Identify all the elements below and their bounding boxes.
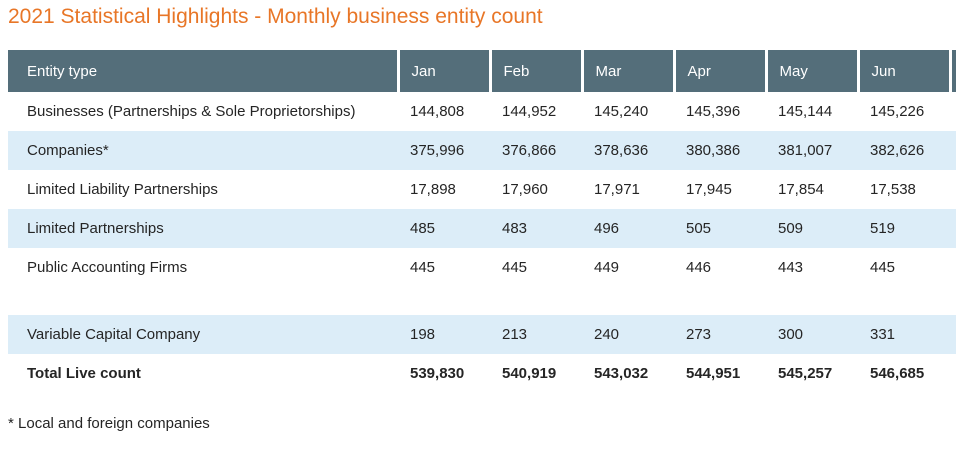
page: 2021 Statistical Highlights - Monthly bu… — [8, 5, 956, 432]
cell-mar: 378,636 — [582, 131, 674, 170]
column-header-jan: Jan — [396, 50, 490, 92]
cell-end-spacer — [950, 92, 956, 131]
table-header: Entity type Jan Feb Mar Apr May Jun — [8, 50, 956, 92]
column-header-mar: Mar — [580, 50, 674, 92]
cell-mar: 496 — [582, 209, 674, 248]
cell-mar: 543,032 — [582, 354, 674, 393]
row-label: Businesses (Partnerships & Sole Propriet… — [8, 92, 398, 131]
row-label: Limited Liability Partnerships — [8, 170, 398, 209]
table-row-total-live-count: Total Live count 539,830 540,919 543,032… — [8, 354, 956, 393]
cell-jan: 198 — [398, 315, 490, 354]
cell-apr: 380,386 — [674, 131, 766, 170]
column-header-apr: Apr — [672, 50, 766, 92]
cell-jan: 445 — [398, 248, 490, 287]
cell-feb: 483 — [490, 209, 582, 248]
cell-may: 145,144 — [766, 92, 858, 131]
page-title: 2021 Statistical Highlights - Monthly bu… — [8, 5, 543, 28]
row-label: Limited Partnerships — [8, 209, 398, 248]
row-label: Public Accounting Firms — [8, 248, 398, 287]
table-header-row: Entity type Jan Feb Mar Apr May Jun — [8, 50, 956, 92]
cell-mar: 145,240 — [582, 92, 674, 131]
table-row-variable-capital-company: Variable Capital Company 198 213 240 273… — [8, 315, 956, 354]
row-label — [8, 287, 398, 315]
cell-end-spacer — [950, 354, 956, 393]
cell-may: 545,257 — [766, 354, 858, 393]
cell-apr: 17,945 — [674, 170, 766, 209]
cell-jun: 445 — [858, 248, 950, 287]
cell-jan: 144,808 — [398, 92, 490, 131]
cell-may: 300 — [766, 315, 858, 354]
cell-feb: 17,960 — [490, 170, 582, 209]
cell-jun: 145,226 — [858, 92, 950, 131]
cell-jun: 546,685 — [858, 354, 950, 393]
table-row-businesses: Businesses (Partnerships & Sole Propriet… — [8, 92, 956, 131]
cell-jan: 485 — [398, 209, 490, 248]
table-body: Businesses (Partnerships & Sole Propriet… — [8, 92, 956, 393]
cell-apr: 273 — [674, 315, 766, 354]
table-row-limited-liability-partnerships: Limited Liability Partnerships 17,898 17… — [8, 170, 956, 209]
table-row-companies: Companies* 375,996 376,866 378,636 380,3… — [8, 131, 956, 170]
cell-jun: 17,538 — [858, 170, 950, 209]
cell-apr — [674, 287, 766, 315]
column-header-may: May — [764, 50, 858, 92]
footnote: * Local and foreign companies — [8, 415, 210, 432]
cell-end-spacer — [950, 131, 956, 170]
table-row-limited-partnerships: Limited Partnerships 485 483 496 505 509… — [8, 209, 956, 248]
row-label: Total Live count — [8, 354, 398, 393]
cell-end-spacer — [950, 209, 956, 248]
row-label: Variable Capital Company — [8, 315, 398, 354]
cell-end-spacer — [950, 248, 956, 287]
cell-feb — [490, 287, 582, 315]
cell-jun: 331 — [858, 315, 950, 354]
cell-apr: 505 — [674, 209, 766, 248]
cell-jan: 375,996 — [398, 131, 490, 170]
row-label: Companies* — [8, 131, 398, 170]
cell-mar: 240 — [582, 315, 674, 354]
cell-jun: 519 — [858, 209, 950, 248]
column-header-end-spacer — [948, 50, 956, 92]
cell-may: 381,007 — [766, 131, 858, 170]
cell-jun — [858, 287, 950, 315]
cell-end-spacer — [950, 287, 956, 315]
cell-mar: 17,971 — [582, 170, 674, 209]
cell-feb: 144,952 — [490, 92, 582, 131]
cell-jan — [398, 287, 490, 315]
cell-feb: 213 — [490, 315, 582, 354]
cell-feb: 445 — [490, 248, 582, 287]
cell-apr: 544,951 — [674, 354, 766, 393]
cell-apr: 145,396 — [674, 92, 766, 131]
cell-jun: 382,626 — [858, 131, 950, 170]
column-header-jun: Jun — [856, 50, 950, 92]
cell-may: 17,854 — [766, 170, 858, 209]
table-row-spacer — [8, 287, 956, 315]
cell-feb: 376,866 — [490, 131, 582, 170]
cell-mar — [582, 287, 674, 315]
table-row-public-accounting-firms: Public Accounting Firms 445 445 449 446 … — [8, 248, 956, 287]
cell-end-spacer — [950, 170, 956, 209]
column-header-feb: Feb — [488, 50, 582, 92]
cell-end-spacer — [950, 315, 956, 354]
cell-apr: 446 — [674, 248, 766, 287]
entity-count-table: Entity type Jan Feb Mar Apr May Jun Busi… — [8, 50, 956, 393]
cell-may: 509 — [766, 209, 858, 248]
cell-feb: 540,919 — [490, 354, 582, 393]
column-header-entity-type: Entity type — [8, 50, 398, 92]
cell-jan: 17,898 — [398, 170, 490, 209]
cell-mar: 449 — [582, 248, 674, 287]
cell-jan: 539,830 — [398, 354, 490, 393]
cell-may — [766, 287, 858, 315]
cell-may: 443 — [766, 248, 858, 287]
